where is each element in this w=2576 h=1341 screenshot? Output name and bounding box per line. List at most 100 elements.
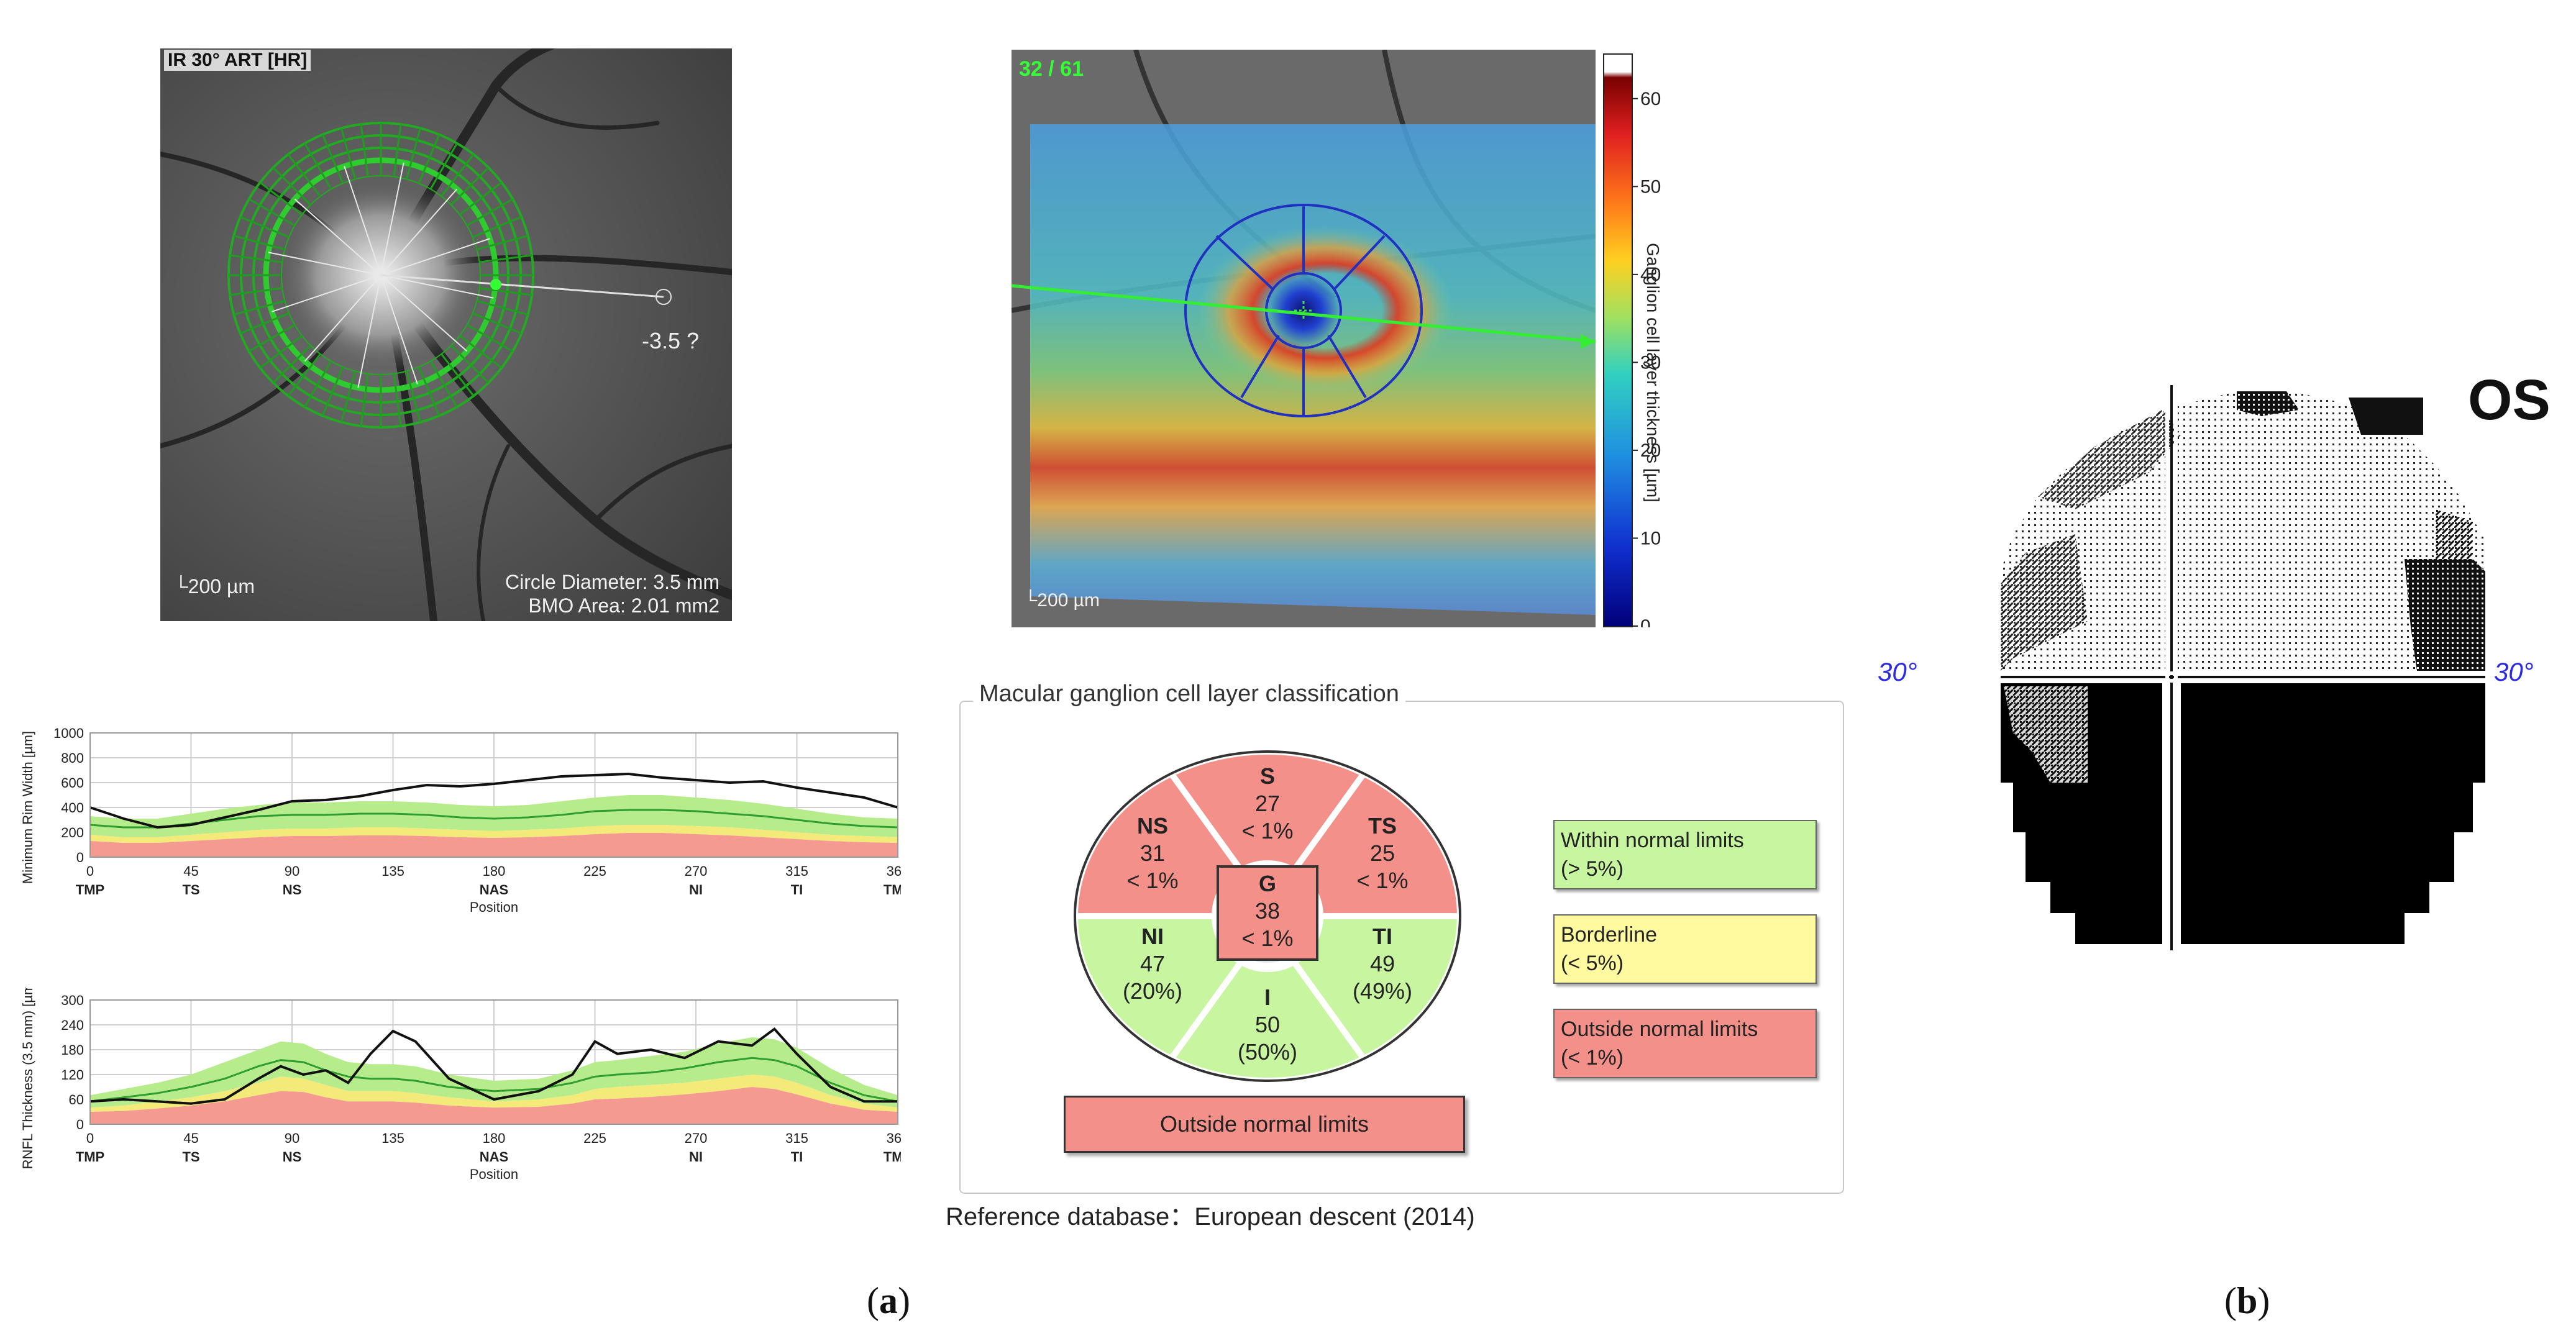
sector-NS-text: 31 (1140, 840, 1165, 866)
y-tick-label: 240 (61, 1017, 84, 1033)
bmo-grid-spoke (405, 127, 421, 180)
bmo-grid-spoke (240, 312, 290, 335)
sector-TI-text: TI (1372, 924, 1392, 949)
x-tick-label: 315 (785, 1130, 808, 1146)
ir-title: IR 30° ART [HR] (164, 50, 311, 71)
classification-title: Macular ganglion cell layer classificati… (973, 681, 1405, 707)
bmo-grid-spoke (479, 254, 532, 263)
ir-radial-scan (380, 275, 418, 384)
sector-TI-text: 49 (1370, 951, 1395, 976)
circle-diameter: Circle Diameter: 3.5 mm (505, 571, 719, 593)
reference-database: Reference database：European descent (201… (946, 1203, 1475, 1230)
bmo-grid-spoke (466, 324, 513, 352)
donut-outline (1074, 750, 1461, 1082)
bmo-grid-spoke (304, 360, 332, 407)
colorbar-tick-label: 50 (1640, 176, 1661, 197)
sector-NI-text: NI (1141, 924, 1164, 949)
sector-TS-text: < 1% (1356, 868, 1408, 893)
ir-radial-scan (380, 275, 468, 352)
bmo-grid-spoke (340, 127, 357, 180)
ir-radial-scan (380, 188, 458, 276)
y-tick-label: 1000 (53, 725, 84, 741)
legend-outside-normal-label: Outside normal limits (1561, 1017, 1758, 1041)
bmo-grid-spoke (466, 198, 513, 227)
ir-radial-scan (304, 275, 381, 362)
y-tick-label: 120 (61, 1067, 84, 1083)
bmo-grid-spoke (229, 254, 283, 263)
gcl-thickness-map: 32 / 61 └200 µm (1012, 50, 1596, 627)
bmo-grid-spoke (272, 166, 311, 206)
bmo-grid-spoke (477, 235, 529, 251)
sector-label: NAS (480, 1149, 508, 1165)
bmo-area: BMO Area: 2.01 mm2 (528, 594, 719, 617)
x-tick-label: 135 (381, 1130, 404, 1146)
etdrs-grid (1184, 204, 1423, 417)
ir-radial-scan (272, 275, 381, 312)
bmo-grid-spoke (340, 371, 357, 423)
x-tick-label: 45 (183, 1130, 198, 1146)
x-tick-label: 0 (86, 1130, 94, 1146)
legend-borderline-sub: (< 5%) (1561, 952, 1624, 975)
colorbar-tick-label: 60 (1640, 89, 1661, 109)
legend-outside-normal-sub: (< 1%) (1561, 1046, 1624, 1070)
ir-scale-text: 200 µm (188, 575, 255, 598)
y-tick-label: 0 (76, 850, 84, 865)
bmo-grid-spoke (229, 287, 283, 296)
bmo-grid-spoke (287, 153, 321, 197)
bmo-grid-spoke (321, 366, 344, 416)
vf-left-degree: 30° (1878, 657, 1917, 686)
colorbar-tick-label: 10 (1640, 528, 1661, 548)
bmo-grid-spoke (429, 143, 458, 190)
bmo-grid-spoke (418, 134, 441, 184)
bmo-grid-spoke (459, 181, 503, 216)
normal-range-band (90, 795, 898, 837)
x-tick-label: 0 (86, 863, 94, 879)
sector-NI-text: (20%) (1123, 978, 1182, 1004)
visual-field-grayscale (2001, 385, 2485, 950)
x-tick-label: 90 (285, 1130, 299, 1146)
ir-radial-scan (357, 275, 381, 388)
y-tick-label: 800 (61, 750, 84, 766)
y-tick-label: 180 (61, 1042, 84, 1058)
y-tick-label: 60 (69, 1092, 84, 1107)
gcl-scale-text: 200 µm (1037, 590, 1100, 611)
y-tick-label: 300 (61, 993, 84, 1008)
x-tick-label: 315 (785, 863, 808, 879)
sector-label: TMP (76, 1149, 104, 1165)
ir-radial-scan (380, 275, 494, 299)
sector-TI-text: (49%) (1353, 978, 1412, 1004)
sector-label: TS (182, 1149, 199, 1165)
colorbar-tick-label: 40 (1640, 265, 1661, 285)
colorbar-tick-label: 20 (1640, 440, 1661, 461)
normal-mean-line (89, 809, 898, 829)
bmo-grid-spoke (240, 216, 290, 239)
sector-label: TS (182, 882, 199, 898)
bmo-grid-spoke (418, 366, 441, 416)
sector-label: NS (283, 882, 302, 898)
bmo-grid-spoke (360, 373, 369, 427)
bmo-grid-spoke (441, 353, 475, 397)
plot-frame (89, 732, 898, 858)
sector-label: TI (791, 882, 803, 898)
bmo-grid-spoke (321, 134, 344, 184)
bmo-grid-spoke (272, 345, 311, 384)
x-tick-label: 270 (685, 1130, 708, 1146)
bmo-grid-spoke (479, 287, 532, 296)
panel-label-a: (a) (867, 1280, 910, 1321)
bmo-grid-spoke (393, 373, 402, 427)
normal-range-band (90, 1037, 898, 1108)
legend-within-normal: Within normal limits (> 5%) (1553, 820, 1817, 889)
sector-NS-text: < 1% (1126, 868, 1178, 893)
borderline-band (90, 1075, 898, 1112)
sector-S-text: S (1260, 763, 1275, 789)
sector-G-text: < 1% (1241, 925, 1293, 951)
outside-normal-band (90, 833, 898, 857)
bmo-grid-spoke (304, 143, 332, 190)
y-tick-label: 400 (61, 800, 84, 816)
y-tick-label: 0 (76, 1117, 84, 1132)
sector-label: NAS (480, 882, 508, 898)
measured-line (89, 772, 898, 829)
sector-label: NI (689, 1149, 703, 1165)
gcl-map-graphic (1012, 50, 1596, 627)
sector-label: NS (283, 1149, 302, 1165)
